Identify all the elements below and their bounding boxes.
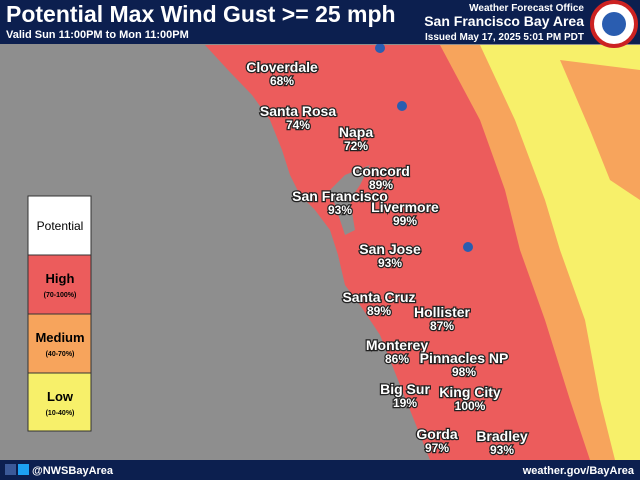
place-percent: 100%	[455, 399, 486, 413]
issued: Issued May 17, 2025 5:01 PM PDT	[425, 32, 584, 43]
place-percent: 98%	[452, 365, 476, 379]
legend-range: (10-40%)	[46, 410, 75, 417]
legend-swatch	[27, 313, 92, 374]
footer-band	[0, 460, 640, 480]
legend-swatch	[27, 372, 92, 432]
place-name: Santa Cruz	[342, 289, 415, 305]
header-band	[0, 0, 640, 44]
valid-time: Valid Sun 11:00PM to Mon 11:00PM	[6, 29, 189, 41]
place-percent: 87%	[430, 319, 454, 333]
bay-water	[330, 165, 370, 235]
legend-level: Medium	[35, 330, 84, 345]
legend-swatch	[27, 254, 92, 315]
area: San Francisco Bay Area	[424, 13, 584, 29]
place-percent: 86%	[385, 352, 409, 366]
place-name: Bradley	[476, 428, 528, 444]
zone-medium-2	[560, 60, 640, 200]
highway-shield	[397, 101, 407, 111]
twitter-icon	[18, 464, 29, 475]
place-name: Big Sur	[380, 381, 430, 397]
office: Weather Forecast Office	[469, 3, 584, 14]
place-name: Monterey	[366, 337, 428, 353]
place-percent: 68%	[270, 74, 294, 88]
place-percent: 99%	[393, 214, 417, 228]
place-name: Hollister	[414, 304, 471, 320]
place-percent: 93%	[378, 256, 402, 270]
place-name: Pinnacles NP	[420, 350, 509, 366]
place-percent: 72%	[344, 139, 368, 153]
place-name: King City	[439, 384, 501, 400]
place-name: San Jose	[359, 241, 421, 257]
place-name: Livermore	[371, 199, 439, 215]
place-percent: 97%	[425, 441, 449, 455]
place-percent: 19%	[393, 396, 417, 410]
highway-shield	[375, 43, 385, 53]
highway-shield	[463, 242, 473, 252]
place-name: Santa Rosa	[260, 103, 336, 119]
title: Potential Max Wind Gust >= 25 mph	[6, 1, 396, 27]
place-name: Gorda	[416, 426, 457, 442]
legend-range: (40-70%)	[46, 351, 75, 358]
place-percent: 93%	[490, 443, 514, 457]
legend-level: High	[46, 271, 75, 286]
social-handle: @NWSBayArea	[32, 465, 114, 477]
place-percent: 89%	[367, 304, 391, 318]
place-name: Concord	[352, 163, 410, 179]
legend-title: Potential	[37, 219, 84, 233]
facebook-icon	[5, 464, 16, 475]
place-percent: 74%	[286, 118, 310, 132]
website: weather.gov/BayArea	[522, 465, 635, 477]
place-name: San Francisco	[292, 188, 388, 204]
logo-inner	[602, 12, 626, 36]
place-percent: 93%	[328, 203, 352, 217]
place-name: Napa	[339, 124, 373, 140]
place-percent: 89%	[369, 178, 393, 192]
legend-range: (70-100%)	[44, 292, 77, 299]
legend-box	[27, 195, 92, 256]
legend-level: Low	[47, 389, 74, 404]
legend: Potential High (70-100%) Medium (40-70%)…	[27, 195, 92, 432]
place-name: Cloverdale	[246, 59, 318, 75]
